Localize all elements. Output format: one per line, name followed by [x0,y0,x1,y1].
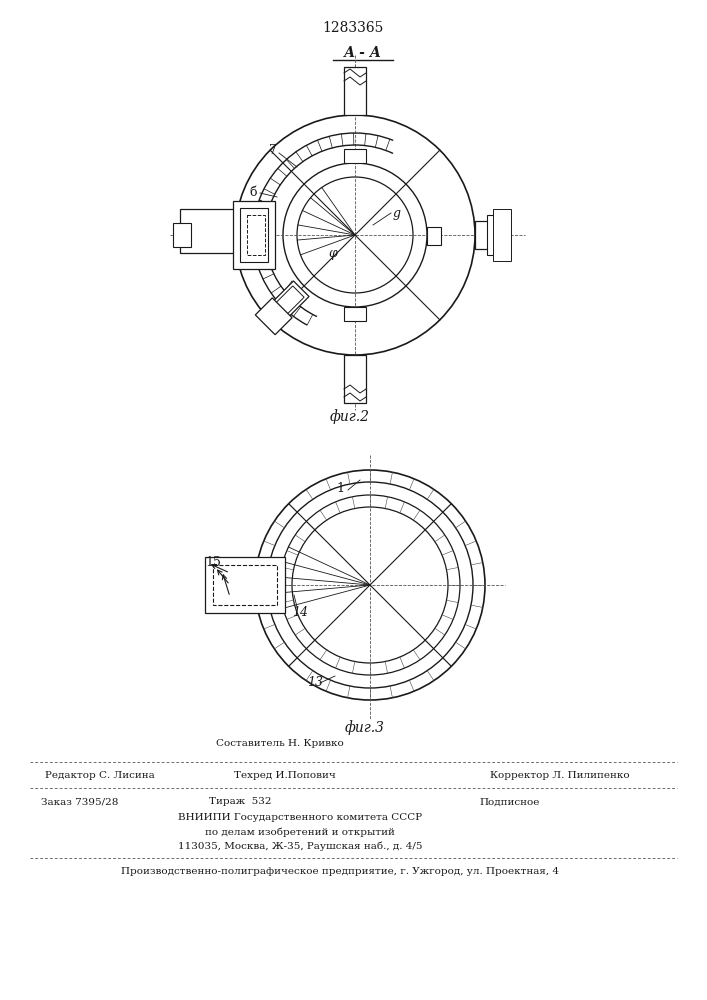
Text: 113035, Москва, Ж-35, Раушская наб., д. 4/5: 113035, Москва, Ж-35, Раушская наб., д. … [177,841,422,851]
Text: Заказ 7395/28: Заказ 7395/28 [41,798,119,806]
Text: 14: 14 [292,606,308,619]
Text: Корректор Л. Пилипенко: Корректор Л. Пилипенко [490,770,630,780]
Text: 7: 7 [269,143,277,156]
Text: Редактор С. Лисина: Редактор С. Лисина [45,770,155,780]
Text: 15: 15 [205,556,221,570]
Text: Техред И.Попович: Техред И.Попович [234,770,336,780]
Text: б: б [250,186,257,200]
Text: 1: 1 [336,482,344,494]
Bar [344,149,366,163]
Bar [344,355,366,403]
Text: ВНИИПИ Государственного комитета СССР: ВНИИПИ Государственного комитета СССР [178,814,422,822]
Bar [180,209,235,253]
Bar [233,201,275,269]
Text: по делам изобретений и открытий: по делам изобретений и открытий [205,827,395,837]
Bar [240,208,268,262]
Text: 1283365: 1283365 [322,21,384,35]
Bar [213,565,277,605]
Polygon shape [255,298,292,335]
Bar [487,215,509,255]
Text: 13: 13 [307,676,323,690]
Text: Составитель Н. Кривко: Составитель Н. Кривко [216,740,344,748]
Bar [344,67,366,115]
Text: Тираж  532: Тираж 532 [209,798,271,806]
Bar [205,557,285,613]
Text: фиг.3: фиг.3 [345,721,385,735]
Text: Подписное: Подписное [480,798,540,806]
Bar [427,227,441,245]
Bar [475,221,503,249]
Bar [344,307,366,321]
Text: φ: φ [329,246,337,259]
Bar [493,209,511,261]
Bar [247,215,265,255]
Text: фиг.2: фиг.2 [330,410,370,424]
Polygon shape [271,286,304,318]
Polygon shape [267,281,309,323]
Text: g: g [393,207,401,220]
Text: А - А: А - А [344,46,382,60]
Bar [173,223,191,247]
Text: Производственно-полиграфическое предприятие, г. Ужгород, ул. Проектная, 4: Производственно-полиграфическое предприя… [121,867,559,876]
